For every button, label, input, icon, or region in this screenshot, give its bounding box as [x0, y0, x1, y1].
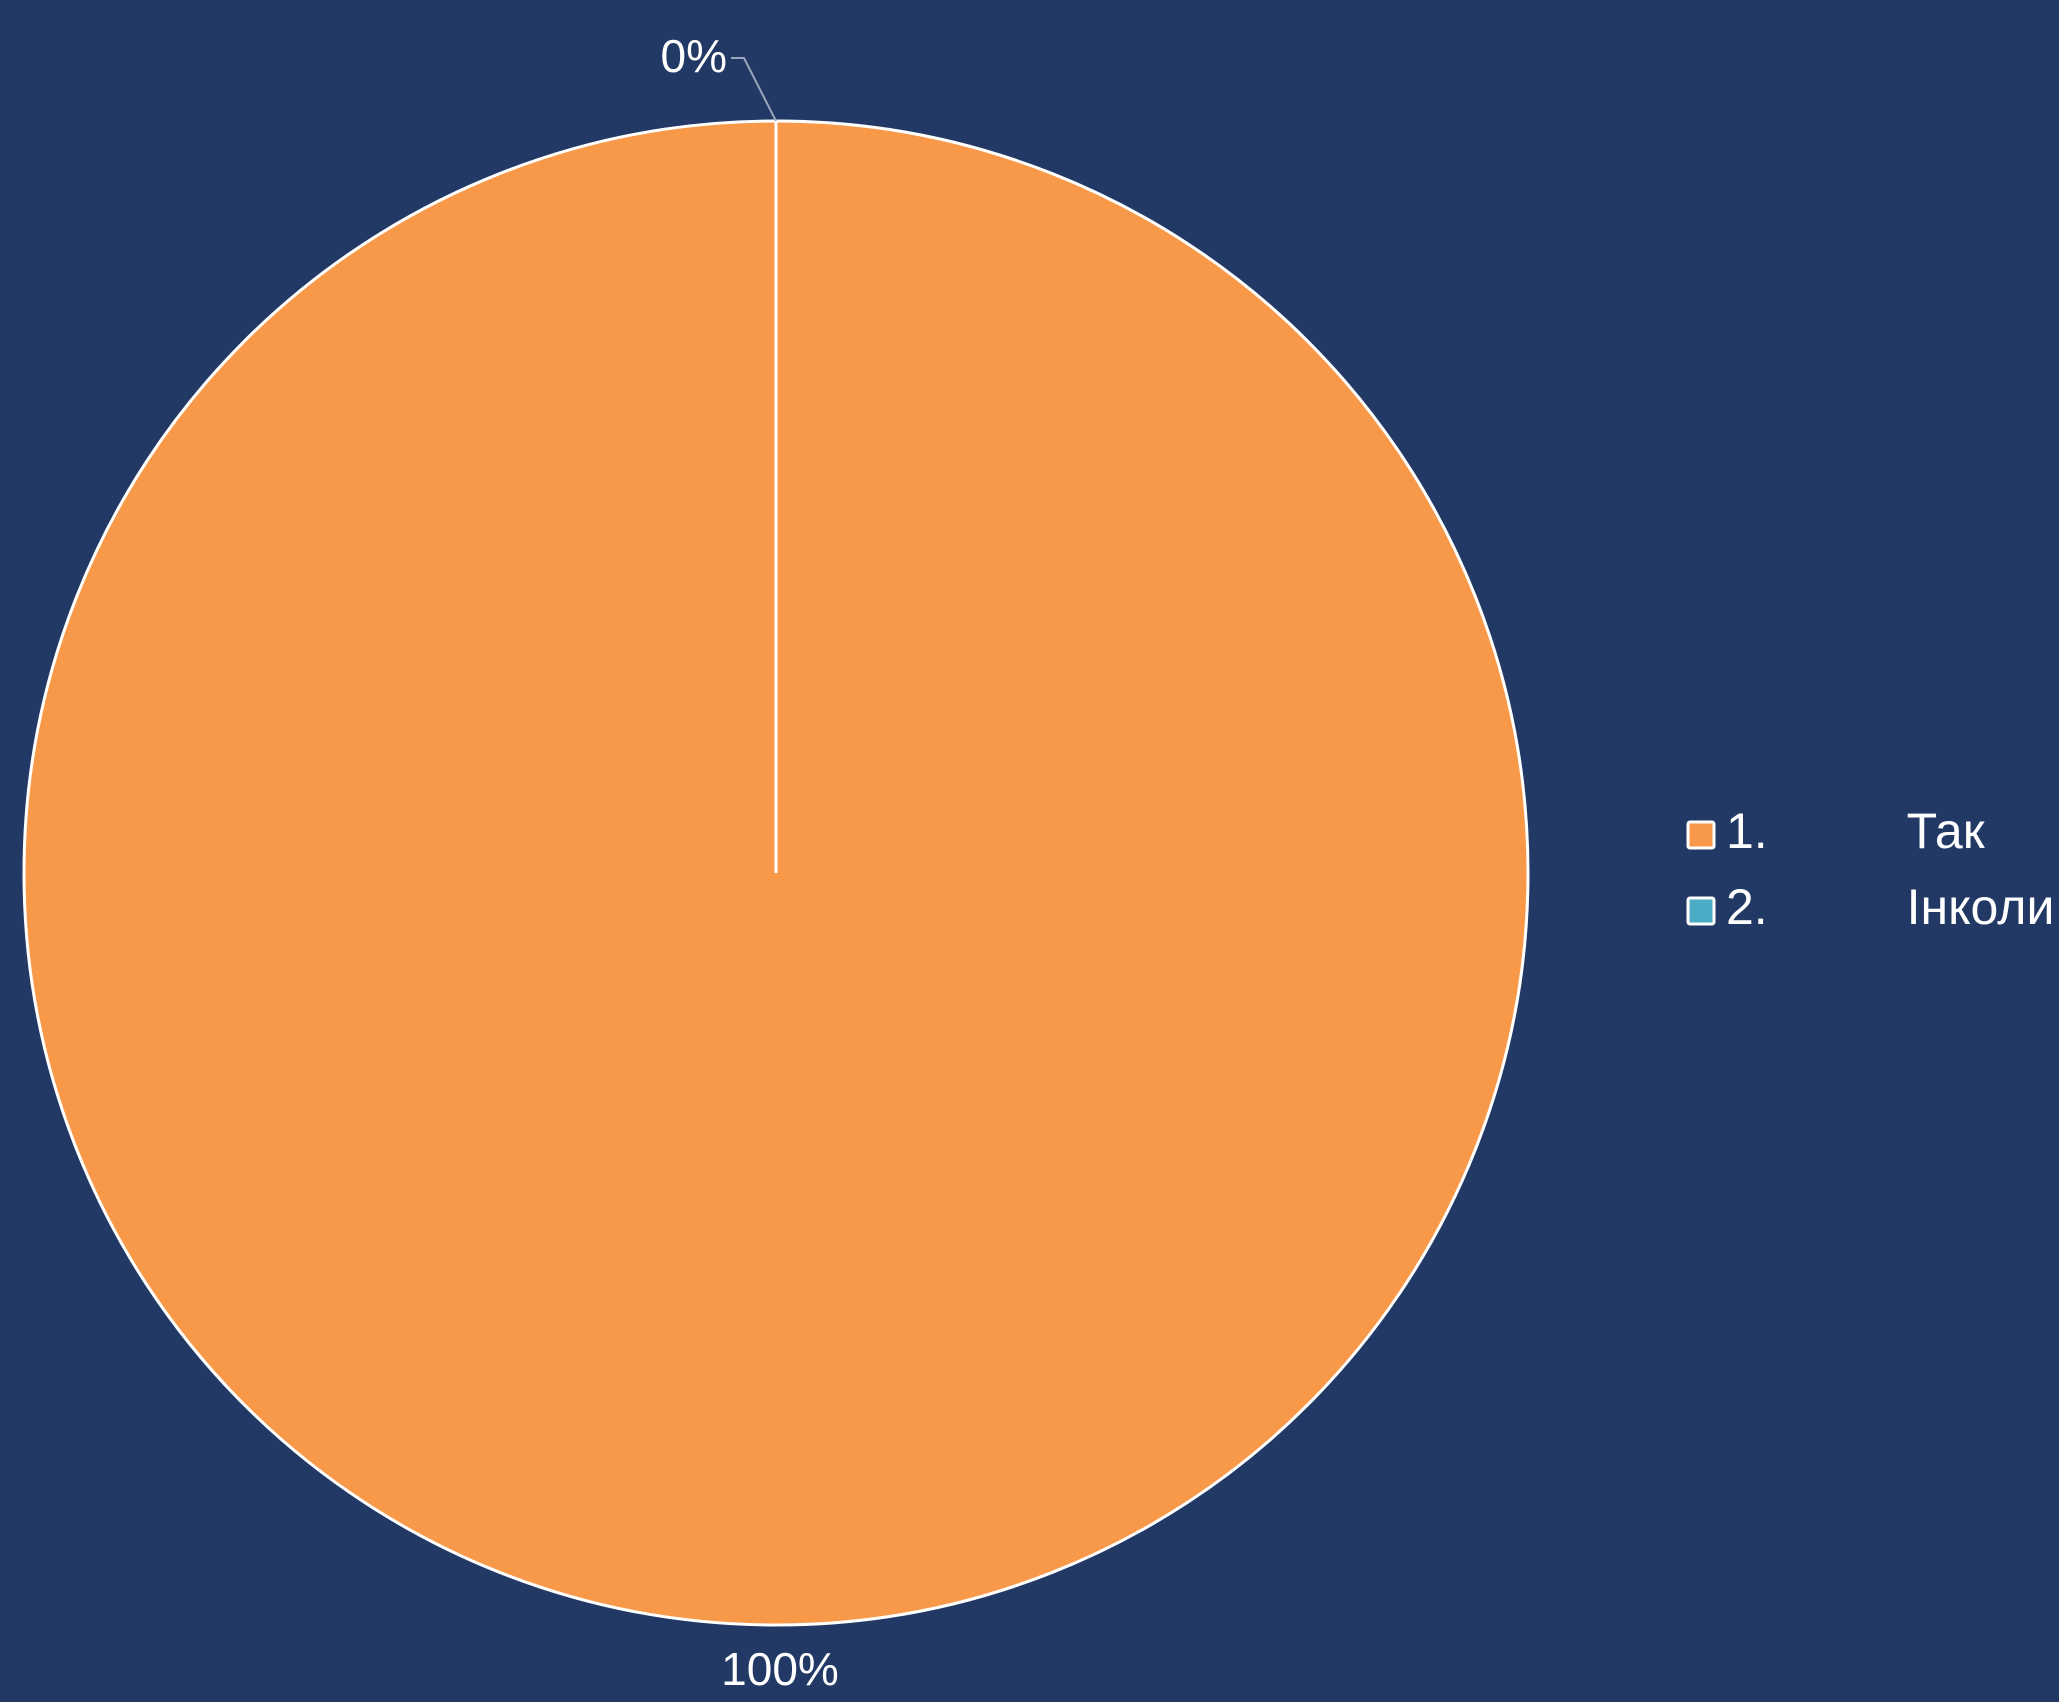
legend-label: 1. Так	[1726, 803, 1986, 859]
data-label-1: 100%	[721, 1643, 839, 1695]
data-label-2: 0%	[661, 30, 727, 82]
leader-line	[731, 57, 777, 122]
data-labels: 100% 0%	[661, 30, 839, 1695]
legend-item: 2. Інколи	[1686, 879, 2054, 935]
legend: 1. Так 2. Інколи	[1686, 803, 2054, 935]
legend-item: 1. Так	[1686, 803, 1986, 859]
pie-slices	[22, 119, 1530, 1627]
legend-swatch	[1686, 820, 1716, 850]
legend-label: 2. Інколи	[1726, 879, 2054, 935]
legend-swatch	[1686, 896, 1716, 926]
